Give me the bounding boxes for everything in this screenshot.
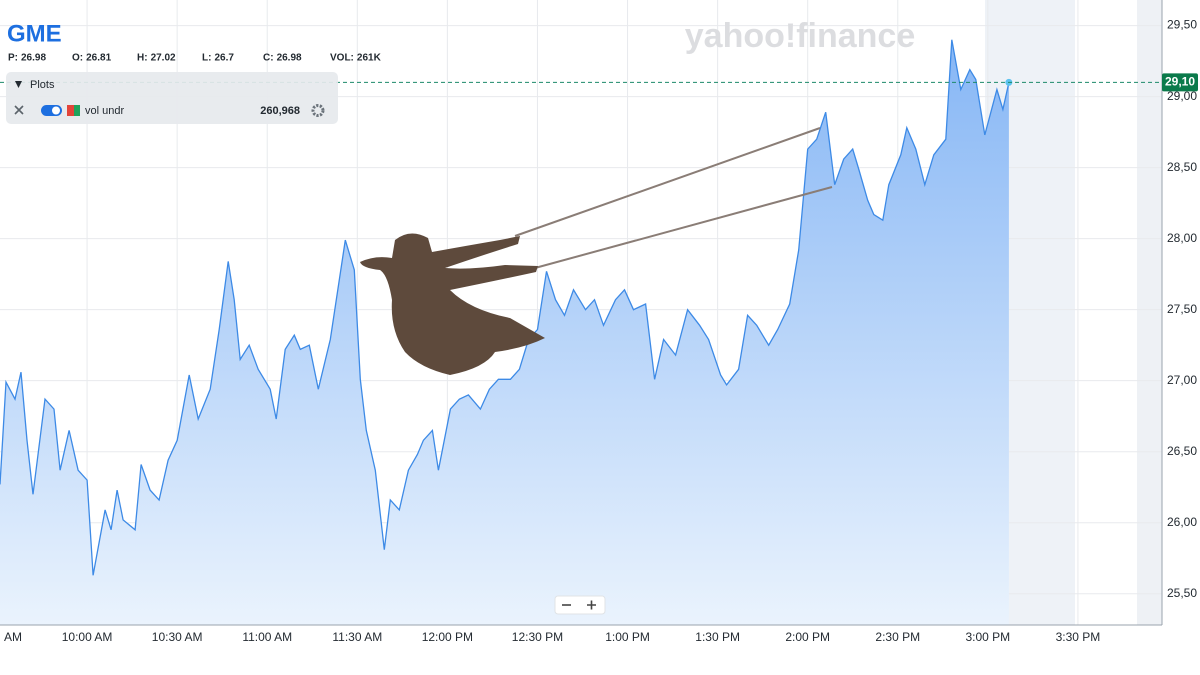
x-tick-label: 3:30 PM	[1056, 630, 1101, 644]
zoom-controls	[554, 595, 606, 615]
last-price-label: 29,10	[1165, 75, 1195, 89]
indicator-value: 260,968	[260, 105, 300, 117]
stat-value: 26.98	[21, 53, 46, 64]
x-tick-label: AM	[4, 630, 22, 644]
x-tick-label: 11:00 AM	[242, 630, 292, 644]
y-tick-label: 26,00	[1167, 515, 1197, 529]
stat-label: L:	[202, 53, 211, 64]
stat-value: 27.02	[151, 53, 176, 64]
close-icon[interactable]	[14, 105, 24, 115]
plot	[0, 39, 1162, 626]
x-tick-label: 2:30 PM	[875, 630, 920, 644]
last-price-tag	[1162, 73, 1198, 92]
settings-icon[interactable]	[311, 104, 325, 117]
y-tick-label: 26,50	[1167, 444, 1197, 458]
y-tick-label: 29,50	[1167, 18, 1197, 32]
x-tick-label: 10:00 AM	[62, 630, 113, 644]
stat-label: VOL:	[330, 53, 354, 64]
stat-value: 26.81	[86, 53, 111, 64]
stat-label: H:	[137, 53, 148, 64]
y-tick-label: 27,00	[1167, 373, 1197, 387]
panel-title: Plots	[30, 79, 55, 91]
stat-value: 26.7	[214, 53, 234, 64]
stat-value: 261K	[357, 53, 382, 64]
stats-row: P: 26.98 O: 26.81 H: 27.02 L: 26.7 C: 26.98 VOL: 26…	[8, 53, 382, 64]
stat-label: P:	[8, 53, 18, 64]
x-tick-label: 10:30 AM	[152, 630, 203, 644]
y-tick-label: 29,00	[1167, 89, 1197, 103]
y-tick-label: 28,00	[1167, 231, 1197, 245]
x-tick-label: 12:30 PM	[512, 630, 563, 644]
x-tick-label: 1:00 PM	[605, 630, 650, 644]
stat-label: O:	[72, 53, 83, 64]
symbol: GME	[7, 20, 62, 47]
zoom-in[interactable]	[587, 600, 596, 610]
y-tick-label: 27,50	[1167, 302, 1197, 316]
price-area	[0, 39, 1009, 626]
y-tick-label: 25,50	[1167, 586, 1197, 600]
y-tick-label: 28,50	[1167, 160, 1197, 174]
plots-panel: Plots vol undr 260,968	[6, 72, 338, 124]
x-tick-label: 2:00 PM	[785, 630, 830, 644]
edge-shade	[1137, 0, 1162, 625]
stat-value: 26.98	[277, 53, 302, 64]
figure-overlay	[360, 127, 833, 375]
x-tick-label: 3:00 PM	[965, 630, 1010, 644]
watermark: yahoo!finance	[685, 17, 915, 55]
indicator-name: vol undr	[85, 105, 124, 117]
x-tick-label: 1:30 PM	[695, 630, 740, 644]
price-line	[0, 39, 1010, 576]
stat-label: C:	[263, 53, 274, 64]
x-tick-label: 12:00 PM	[422, 630, 473, 644]
x-tick-label: 11:30 AM	[332, 630, 382, 644]
